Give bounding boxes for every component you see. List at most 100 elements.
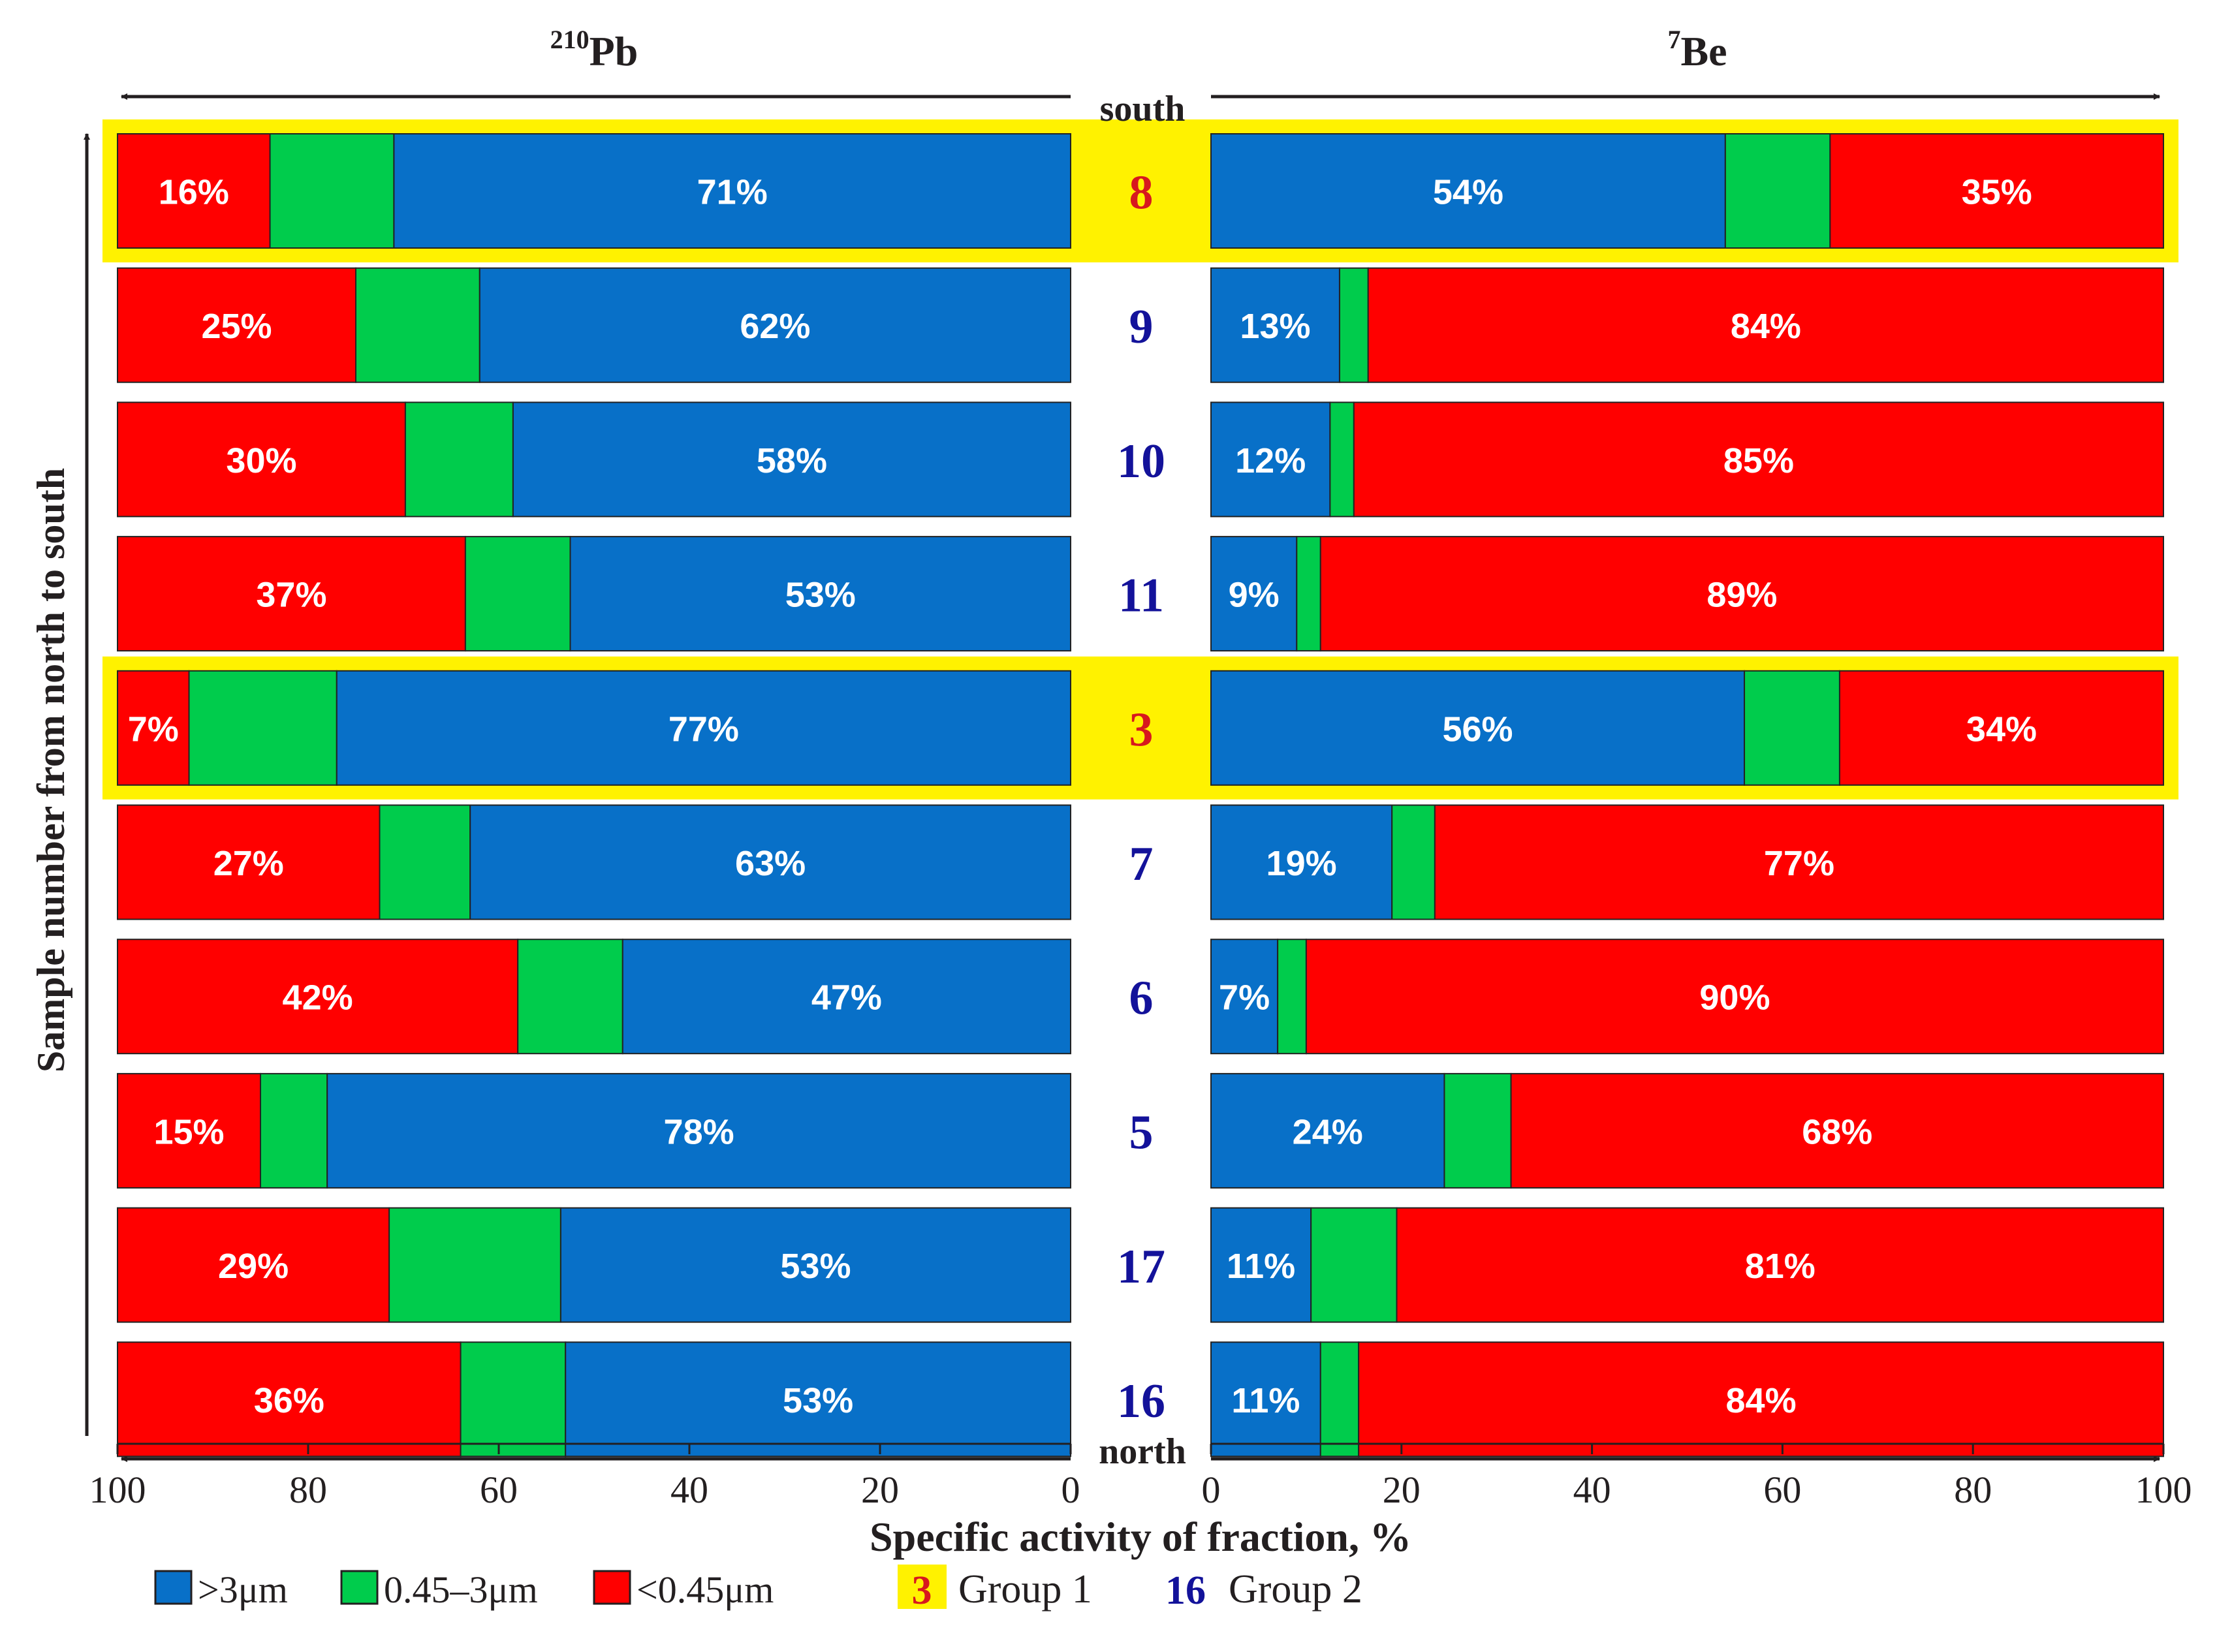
be-title-main: Be [1680, 28, 1727, 74]
sample-number-7: 7 [1129, 837, 1154, 891]
x-axis-label: Specific activity of fraction, % [870, 1514, 1411, 1560]
pb-x-tick-label-40: 40 [670, 1469, 708, 1511]
pb-label-lt045-16: 36% [254, 1381, 324, 1420]
bar-rows: 16% 71% 8 54% 35% 25% 62% 9 13% 84% 30% 58% 10 12% 85%… [117, 133, 2165, 1457]
be-label-gt3-5: 24% [1293, 1112, 1363, 1151]
pb-label-lt045-7: 27% [213, 844, 284, 883]
pb-bar-gt3-16 [565, 1341, 1071, 1457]
be-bar-gt3-9 [1210, 267, 1340, 383]
be-bar-mid-11 [1296, 536, 1321, 652]
pb-label-lt045-5: 15% [153, 1112, 224, 1151]
be-bar-mid-6 [1277, 939, 1307, 1055]
be-bar-mid-17 [1310, 1207, 1398, 1323]
pb-bar-mid-11 [464, 536, 571, 652]
legend: >3μm 0.45–3μm <0.45μm 3 Group 1 16 Group 2 [154, 1565, 1362, 1613]
be-label-lt045-6: 90% [1699, 978, 1770, 1018]
be-bar-lt045-8 [1829, 133, 2165, 249]
be-bar-gt3-11 [1210, 536, 1298, 652]
be-title-superscript: 7 [1667, 25, 1680, 54]
legend-label-lt045: <0.45μm [637, 1568, 774, 1611]
legend-swatch-lt045 [593, 1570, 631, 1605]
be-bar-mid-7 [1391, 804, 1436, 920]
pb-bar-lt045-17 [117, 1207, 390, 1323]
pb-bar-mid-17 [388, 1207, 561, 1323]
be-label-lt045-16: 84% [1726, 1381, 1797, 1420]
be-bar-lt045-7 [1434, 804, 2164, 920]
pb-label-gt3-11: 53% [785, 576, 856, 615]
pb-bar-gt3-9 [479, 267, 1071, 383]
legend-group2-label: Group 2 [1229, 1567, 1362, 1612]
legend-group1-sample: 3 [912, 1568, 932, 1613]
pb-x-tick-label-80: 80 [289, 1469, 327, 1511]
be-label-lt045-5: 68% [1802, 1112, 1872, 1151]
be-bar-gt3-16 [1210, 1341, 1321, 1457]
sample-number-17: 17 [1117, 1240, 1165, 1294]
sample-number-3: 3 [1129, 703, 1154, 756]
be-x-tick-label-100: 100 [2135, 1469, 2192, 1511]
sample-number-6: 6 [1129, 972, 1154, 1025]
be-bar-mid-5 [1443, 1072, 1512, 1189]
pb-bar-gt3-8 [393, 133, 1071, 249]
be-label-gt3-16: 11% [1231, 1381, 1300, 1420]
legend-group1-label: Group 1 [958, 1567, 1092, 1612]
be-label-lt045-17: 81% [1745, 1247, 1815, 1286]
y-axis-label: Sample number from north to south [29, 468, 72, 1072]
pb-bar-gt3-3 [336, 670, 1071, 786]
be-bar-mid-16 [1319, 1341, 1360, 1457]
pb-label-gt3-10: 58% [757, 441, 827, 480]
be-label-gt3-17: 11% [1227, 1247, 1295, 1286]
be-bar-mid-9 [1338, 267, 1369, 383]
be-x-tick-label-40: 40 [1573, 1469, 1611, 1511]
be-bar-gt3-8 [1210, 133, 1726, 249]
be-x-tick-label-60: 60 [1763, 1469, 1801, 1511]
be-bar-gt3-7 [1210, 804, 1393, 920]
north-label: north [1099, 1431, 1186, 1472]
be-bar-mid-3 [1744, 670, 1840, 786]
pb-bar-lt045-5 [117, 1072, 261, 1189]
be-bar-lt045-6 [1305, 939, 2164, 1055]
be-bar-lt045-9 [1367, 267, 2165, 383]
pb-x-tick-label-60: 60 [480, 1469, 518, 1511]
be-label-gt3-9: 13% [1240, 307, 1310, 346]
pb-label-gt3-6: 47% [811, 978, 882, 1018]
be-label-gt3-8: 54% [1433, 173, 1503, 212]
be-x-tick-label-80: 80 [1954, 1469, 1992, 1511]
pb-bar-lt045-6 [117, 939, 519, 1055]
pb-title-main: Pb [589, 28, 638, 74]
pb-label-gt3-5: 78% [664, 1112, 734, 1151]
pb-label-lt045-17: 29% [218, 1247, 289, 1286]
be-x-tick-label-0: 0 [1202, 1469, 1221, 1511]
sample-number-11: 11 [1118, 569, 1164, 623]
pb-label-gt3-9: 62% [740, 307, 810, 346]
pb-label-gt3-16: 53% [783, 1381, 853, 1420]
x-axes: 0 0 20 20 40 40 60 60 80 80 100 100 [89, 1442, 2192, 1511]
be-bar-lt045-17 [1396, 1207, 2164, 1323]
pb-bar-lt045-8 [117, 133, 271, 249]
pb-bar-gt3-5 [326, 1072, 1072, 1189]
legend-group1-swatch [898, 1565, 947, 1609]
pb-bar-lt045-9 [117, 267, 356, 383]
pb-bar-mid-10 [404, 401, 514, 518]
be-label-lt045-7: 77% [1764, 844, 1834, 883]
south-label: south [1100, 89, 1186, 129]
be-bar-mid-8 [1724, 133, 1831, 249]
pb-bar-lt045-11 [117, 536, 466, 652]
pb-title-superscript: 210 [550, 25, 589, 54]
pb-bar-mid-3 [188, 670, 338, 786]
pb-x-tick-label-0: 0 [1061, 1469, 1080, 1511]
be-bar-gt3-10 [1210, 401, 1331, 518]
pb-label-gt3-17: 53% [780, 1247, 851, 1286]
be-label-gt3-3: 56% [1442, 709, 1513, 749]
pb-bar-gt3-6 [621, 939, 1071, 1055]
be-bar-lt045-10 [1353, 401, 2165, 518]
legend-label-gt3: >3μm [198, 1568, 288, 1611]
be-label-lt045-9: 84% [1731, 307, 1801, 346]
pb-bar-mid-16 [460, 1341, 567, 1457]
pb-bar-mid-8 [269, 133, 395, 249]
be-label-lt045-11: 89% [1706, 576, 1777, 615]
be-x-tick-label-20: 20 [1383, 1469, 1421, 1511]
be-bar-lt045-5 [1510, 1072, 2164, 1189]
pb-label-lt045-10: 30% [226, 441, 296, 480]
pb-bar-mid-6 [517, 939, 623, 1055]
pb-x-tick-label-100: 100 [89, 1469, 146, 1511]
